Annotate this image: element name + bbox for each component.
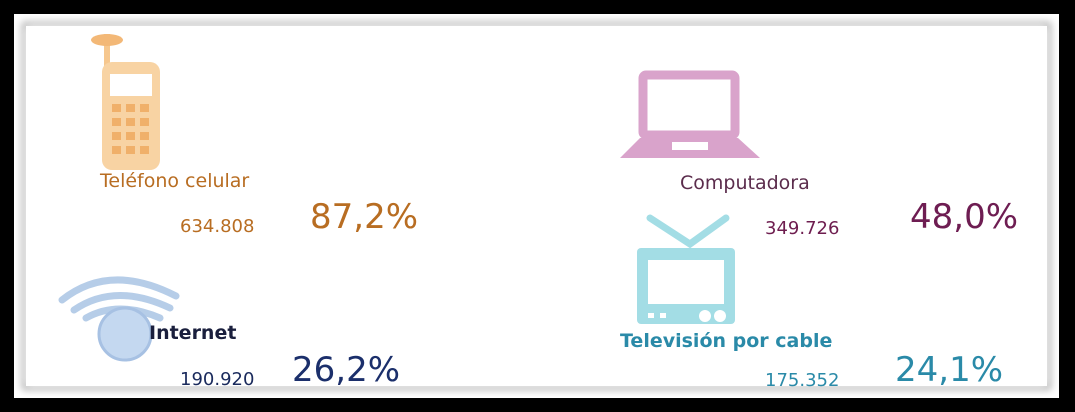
panel-shadow xyxy=(22,22,1051,390)
item-label: Teléfono celular xyxy=(99,170,249,192)
item-count: 349.726 xyxy=(765,218,839,239)
item-count: 634.808 xyxy=(180,216,254,237)
phone-icon xyxy=(91,34,160,170)
item-percent: 26,2% xyxy=(292,350,400,390)
item-count: 175.352 xyxy=(765,370,839,391)
wifi-icon xyxy=(58,276,180,362)
tv-icon xyxy=(637,214,735,324)
laptop-icon xyxy=(620,70,760,158)
panel-inner xyxy=(26,26,1047,386)
item-label: Internet xyxy=(149,322,236,344)
item-percent: 24,1% xyxy=(895,350,1003,390)
item-percent: 48,0% xyxy=(910,197,1018,237)
item-count: 190.920 xyxy=(180,369,254,390)
item-label: Computadora xyxy=(680,172,810,194)
item-percent: 87,2% xyxy=(310,197,418,237)
item-label: Televisión por cable xyxy=(620,330,832,352)
